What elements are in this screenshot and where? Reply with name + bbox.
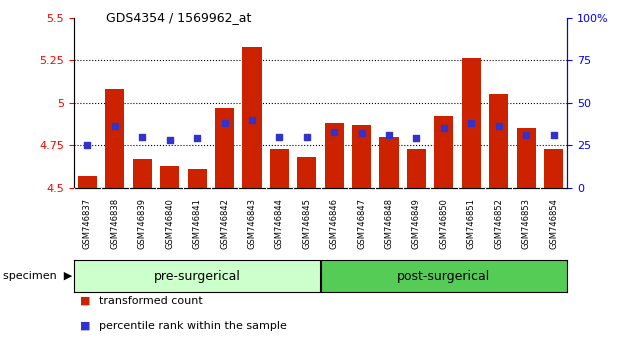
Bar: [242, 47, 262, 188]
Bar: [133, 159, 152, 188]
Point: [494, 124, 504, 129]
Bar: [435, 116, 453, 188]
Point: [549, 132, 559, 138]
Bar: [320, 260, 567, 292]
Text: specimen  ▶: specimen ▶: [3, 271, 72, 281]
Text: GSM746850: GSM746850: [439, 199, 449, 249]
Text: GSM746838: GSM746838: [110, 198, 119, 250]
Bar: [352, 125, 371, 188]
Bar: [544, 149, 563, 188]
Point: [412, 136, 422, 141]
Bar: [379, 137, 399, 188]
Text: GDS4354 / 1569962_at: GDS4354 / 1569962_at: [106, 11, 251, 24]
Bar: [297, 157, 317, 188]
Text: GSM746844: GSM746844: [275, 199, 284, 249]
Text: ■: ■: [80, 296, 90, 306]
Text: GSM746848: GSM746848: [385, 198, 394, 250]
Point: [521, 132, 531, 138]
Point: [219, 120, 229, 126]
Point: [137, 134, 147, 139]
Text: GSM746849: GSM746849: [412, 199, 421, 249]
Point: [274, 134, 285, 139]
Text: GSM746841: GSM746841: [192, 199, 202, 249]
Text: GSM746837: GSM746837: [83, 198, 92, 250]
Text: transformed count: transformed count: [99, 296, 203, 306]
Point: [302, 134, 312, 139]
Bar: [74, 260, 320, 292]
Point: [466, 120, 476, 126]
Bar: [215, 108, 234, 188]
Bar: [489, 94, 508, 188]
Text: GSM746843: GSM746843: [247, 198, 256, 250]
Bar: [324, 123, 344, 188]
Text: GSM746854: GSM746854: [549, 199, 558, 249]
Point: [384, 132, 394, 138]
Text: GSM746840: GSM746840: [165, 199, 174, 249]
Text: GSM746846: GSM746846: [329, 198, 338, 250]
Text: ■: ■: [80, 321, 90, 331]
Text: GSM746852: GSM746852: [494, 199, 503, 249]
Text: post-surgerical: post-surgerical: [397, 270, 490, 282]
Text: GSM746851: GSM746851: [467, 199, 476, 249]
Bar: [407, 149, 426, 188]
Bar: [160, 166, 179, 188]
Point: [329, 129, 339, 135]
Point: [438, 125, 449, 131]
Point: [192, 136, 203, 141]
Bar: [270, 149, 289, 188]
Text: GSM746839: GSM746839: [138, 198, 147, 250]
Point: [110, 124, 120, 129]
Text: percentile rank within the sample: percentile rank within the sample: [99, 321, 287, 331]
Text: pre-surgerical: pre-surgerical: [154, 270, 240, 282]
Bar: [105, 89, 124, 188]
Bar: [517, 128, 536, 188]
Text: GSM746842: GSM746842: [220, 199, 229, 249]
Text: GSM746847: GSM746847: [357, 198, 366, 250]
Point: [247, 117, 257, 122]
Bar: [462, 58, 481, 188]
Text: GSM746845: GSM746845: [303, 199, 312, 249]
Point: [356, 130, 367, 136]
Bar: [188, 169, 206, 188]
Bar: [78, 176, 97, 188]
Text: GSM746853: GSM746853: [522, 198, 531, 250]
Point: [82, 142, 92, 148]
Point: [165, 137, 175, 143]
